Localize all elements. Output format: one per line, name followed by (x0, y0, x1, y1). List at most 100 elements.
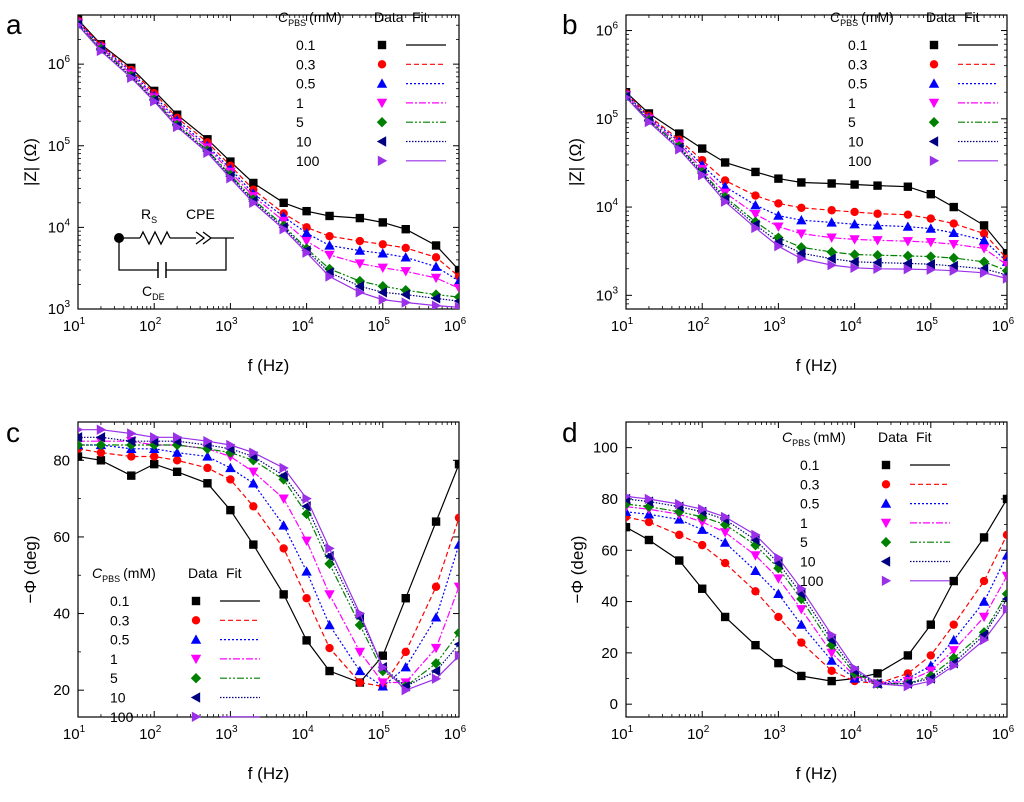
fit-line-100 (78, 429, 459, 691)
data-point-0_1 (774, 658, 783, 668)
data-point-100 (249, 447, 259, 458)
data-point-100 (355, 608, 366, 619)
data-point-0_1 (675, 129, 684, 138)
data-point-5 (430, 658, 442, 669)
data-point-0_3 (979, 229, 989, 238)
data-point-100 (226, 439, 236, 451)
data-point-0_3 (1002, 530, 1007, 540)
data-point-5 (750, 539, 761, 551)
data-point-5 (925, 251, 936, 262)
plot-frame (77, 421, 460, 718)
y-tick-exponent: 5 (64, 136, 70, 147)
data-point-0_5 (978, 596, 990, 606)
data-point-100 (1002, 273, 1007, 284)
y-tick-label: 0 (610, 696, 618, 713)
x-tick-exponent: 3 (232, 724, 238, 735)
legend-header-unit: (mM) (309, 9, 342, 25)
data-point-0_1 (279, 590, 288, 599)
y-tick-label: 40 (601, 594, 618, 611)
data-point-0_3 (926, 214, 935, 223)
data-point-100 (325, 543, 335, 554)
x-tick-label: 102 (687, 724, 710, 743)
label-rs: RS (141, 206, 157, 225)
data-point-0_3 (454, 513, 459, 522)
legend-marker (928, 78, 940, 88)
data-point-100 (949, 265, 959, 276)
data-point-1 (978, 612, 990, 623)
data-point-0_5 (301, 566, 312, 576)
data-point-0_1 (903, 651, 913, 660)
legend-marker (377, 60, 387, 69)
x-tick-exponent: 2 (156, 316, 162, 327)
data-point-100 (172, 432, 183, 443)
legend-header-variable: C (830, 9, 841, 25)
data-point-1 (796, 229, 807, 239)
y-axis-label: |Z| (Ω) (566, 138, 585, 186)
legend-header-unit: (mM) (123, 565, 156, 581)
data-point-100 (279, 462, 289, 474)
legend-entry-label: 10 (296, 134, 312, 150)
legend-data-label: Data (926, 9, 956, 25)
data-point-100 (431, 673, 442, 684)
data-point-0_3 (675, 530, 684, 540)
data-point-1 (400, 267, 411, 277)
data-point-0_1 (401, 224, 410, 234)
fit-line-1 (78, 22, 459, 289)
data-point-0_3 (302, 223, 311, 232)
data-point-100 (150, 432, 160, 443)
fit-line-1 (626, 94, 1007, 266)
data-point-0_5 (796, 214, 807, 225)
legend-header: CPBS (mM) (92, 565, 156, 584)
y-tick-label: 104 (48, 217, 71, 236)
x-tick-exponent: 3 (780, 724, 786, 735)
x-tick-label: 101 (63, 724, 86, 743)
data-point-100 (751, 529, 761, 541)
data-point-10 (430, 665, 441, 677)
data-point-5 (301, 508, 312, 520)
equivalent-circuit-inset: RS CPE CDE (114, 206, 234, 302)
data-point-0_5 (377, 248, 388, 258)
data-point-1 (354, 259, 366, 269)
data-point-100 (827, 629, 837, 641)
legend-header-subscript: PBS (792, 438, 810, 448)
legend-marker (191, 616, 201, 625)
legend-header-subscript: PBS (102, 574, 120, 584)
data-point-0_1 (698, 144, 707, 153)
fit-line-0_3 (78, 448, 459, 688)
data-point-0_5 (301, 227, 312, 238)
data-point-100 (873, 678, 883, 689)
y-tick-label: 60 (601, 542, 618, 559)
legend-marker (377, 40, 387, 50)
fit-line-0_5 (78, 21, 459, 282)
x-tick-exponent: 4 (856, 316, 862, 327)
data-point-0_1 (249, 540, 258, 549)
legend: CPBS (mM) Data Fit 0.1 0.3 0.5 1 5 10 100 (92, 565, 260, 725)
x-tick-label: 102 (687, 316, 710, 335)
data-point-100 (698, 504, 708, 515)
x-tick-exponent: 1 (628, 724, 634, 735)
fit-line-1 (626, 506, 1007, 685)
data-point-10 (925, 259, 935, 270)
data-point-0_3 (127, 452, 136, 461)
x-tick-label: 103 (215, 724, 238, 743)
cpe-element (195, 231, 206, 245)
data-point-0_1 (926, 189, 935, 199)
y-tick-label: 106 (48, 54, 71, 73)
legend-marker (191, 596, 201, 606)
data-point-1 (377, 263, 388, 273)
legend-header-unit: (mM) (861, 9, 894, 25)
data-point-0_3 (850, 207, 859, 217)
circuit-wire (166, 238, 227, 271)
legend-marker (881, 460, 891, 470)
data-point-0_1 (873, 669, 882, 678)
data-point-0_3 (903, 210, 913, 219)
data-point-5 (95, 439, 107, 451)
legend-data-label: Data (374, 9, 404, 25)
fit-line-10 (626, 498, 1007, 685)
data-point-0_3 (226, 475, 235, 484)
data-point-5 (902, 250, 914, 262)
data-point-0_5 (948, 227, 959, 238)
y-axis-label: |Z| (Ω) (21, 138, 40, 186)
data-point-100 (454, 650, 459, 661)
